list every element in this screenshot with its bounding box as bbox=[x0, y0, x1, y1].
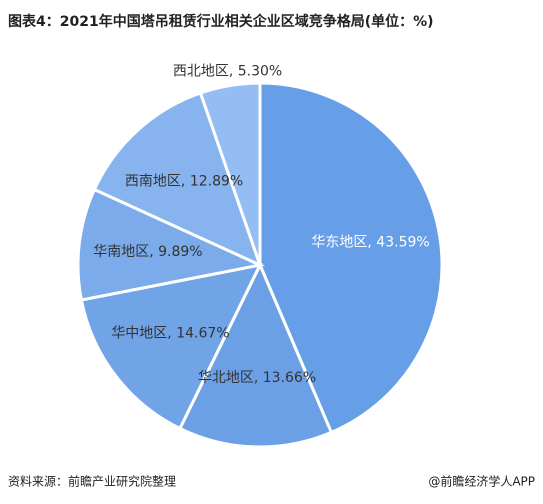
pie-slice bbox=[258, 81, 444, 435]
credit: @前瞻经济学人APP bbox=[428, 474, 535, 489]
source: 资料来源：前瞻产业研究院整理 bbox=[8, 474, 176, 489]
pie-slice bbox=[198, 81, 262, 266]
data-label: 西南地区, 12.89% bbox=[125, 174, 243, 190]
data-label: 华中地区, 14.67% bbox=[111, 326, 229, 342]
pie-slice bbox=[92, 91, 263, 268]
data-label: 华南地区, 9.89% bbox=[93, 244, 202, 260]
data-label: 华东地区, 43.59% bbox=[311, 234, 429, 250]
pie-slice bbox=[177, 261, 334, 449]
pie-slice bbox=[76, 187, 265, 302]
data-label: 华北地区, 13.66% bbox=[198, 370, 316, 386]
chart-title: 图表4：2021年中国塔吊租赁行业相关企业区域竞争格局(单位：%) bbox=[8, 13, 434, 30]
pie-slice bbox=[79, 262, 263, 431]
data-label: 西北地区, 5.30% bbox=[173, 64, 282, 80]
